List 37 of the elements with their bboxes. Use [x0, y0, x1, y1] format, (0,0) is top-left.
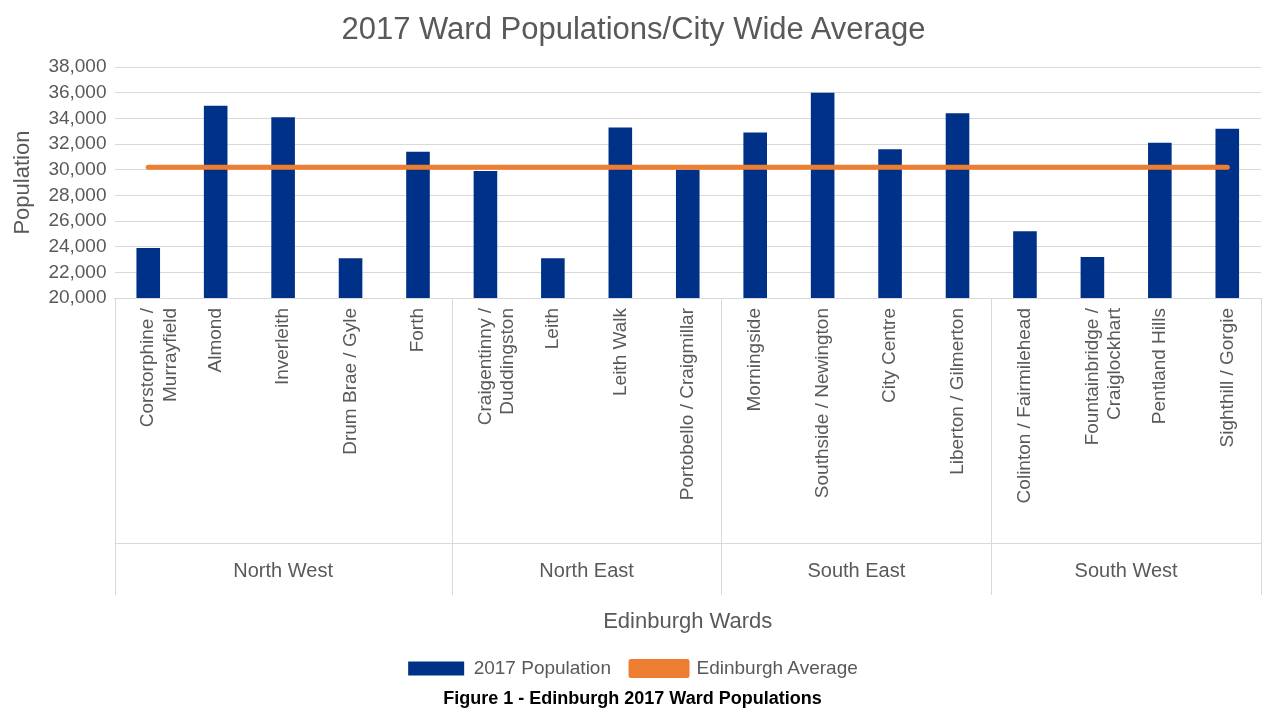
y-tick-label: 34,000 — [48, 106, 107, 128]
y-tick-label: 28,000 — [48, 183, 107, 205]
x-tick-label: Leith Walk — [608, 307, 630, 396]
x-axis-title: Edinburgh Wards — [603, 607, 773, 633]
x-tick-label: Fountainbridge / Craiglockhart — [1080, 307, 1125, 446]
text: South West — [1074, 558, 1179, 581]
x-tick-label: Liberton / Gilmerton — [945, 308, 967, 475]
x-tick-label: Pentland Hills — [1148, 308, 1170, 425]
y-tick-label: 24,000 — [48, 234, 107, 256]
caption: Figure 1 - Edinburgh 2017 Ward Populations — [442, 688, 823, 709]
x-tick-label: City Centre — [878, 308, 900, 404]
x-tick-label: Morningside — [743, 308, 765, 412]
x-tick-label: Corstorphine / Murrayfield — [136, 307, 181, 428]
y-tick-label: 20,000 — [48, 286, 107, 308]
x-tick-label: Forth — [406, 308, 428, 353]
y-tick-label: 22,000 — [48, 260, 107, 282]
text: North East — [539, 558, 635, 581]
x-tick-label: Portobello / Craigmillar — [675, 307, 697, 501]
legend-label: 2017 Population — [473, 656, 612, 678]
x-tick-label: Leith — [541, 308, 563, 350]
text: North West — [233, 558, 334, 581]
y-tick-label: 26,000 — [48, 209, 107, 231]
x-tick-label: Drum Brae / Gyle — [338, 308, 360, 455]
x-tick-label: Craigentinny / Duddingston — [473, 307, 518, 426]
legend-label: Edinburgh Average — [696, 656, 858, 678]
x-tick-label: Colinton / Fairmilehead — [1013, 308, 1035, 504]
chart-title: 2017 Ward Populations/City Wide Average — [341, 11, 926, 47]
y-tick-label: 36,000 — [48, 81, 107, 103]
y-tick-label: 38,000 — [48, 55, 107, 77]
y-tick-label: 30,000 — [48, 158, 107, 180]
x-tick-label: Southside / Newington — [810, 308, 832, 499]
y-axis-title: Population — [9, 130, 35, 235]
x-tick-label: Almond — [203, 308, 225, 373]
y-tick-label: 32,000 — [48, 132, 107, 154]
x-tick-label: Sighthill / Gorgie — [1215, 308, 1237, 448]
text: South East — [807, 558, 906, 581]
x-tick-label: Inverleith — [271, 308, 293, 386]
